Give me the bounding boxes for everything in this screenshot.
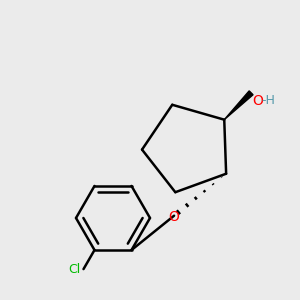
Text: O: O (252, 94, 263, 108)
Text: O: O (169, 210, 179, 224)
Text: Cl: Cl (68, 262, 80, 276)
Text: -H: -H (261, 94, 275, 107)
Polygon shape (224, 91, 253, 120)
